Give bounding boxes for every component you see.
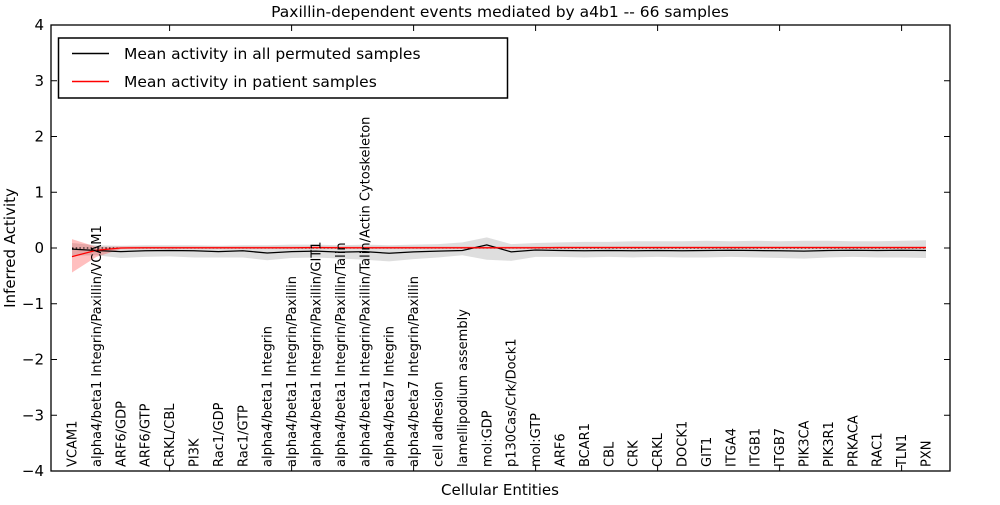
series-line <box>71 244 927 254</box>
y-tick-label: 0 <box>34 239 44 257</box>
x-tick-label: PIK3CA <box>798 420 813 467</box>
y-tick-label: 3 <box>34 72 44 90</box>
confidence-band <box>72 237 926 262</box>
x-tick-label: alpha4/beta1 Integrin/Paxillin/Talin/Act… <box>358 117 373 467</box>
y-axis-label: Inferred Activity <box>1 188 19 308</box>
x-tick-label: BCAR1 <box>578 423 593 467</box>
y-tick-label: −1 <box>22 295 44 313</box>
x-tick-label: VCAM1 <box>66 421 81 467</box>
x-tick-label: Rac1/GTP <box>236 405 251 467</box>
x-tick-label: Rac1/GDP <box>212 402 227 467</box>
x-tick-label: alpha4/beta1 Integrin/Paxillin/Talin <box>334 242 349 467</box>
x-tick-label: PIK3R1 <box>822 421 837 467</box>
y-tick-label: −2 <box>22 351 44 369</box>
x-tick-label: TLN1 <box>895 434 910 468</box>
x-tick-label: ARF6 <box>554 433 569 467</box>
y-tick-label: −4 <box>22 462 44 480</box>
x-tick-label: alpha4/beta7 Integrin/Paxillin <box>407 276 422 467</box>
x-axis-label: Cellular Entities <box>441 481 559 499</box>
x-tick-label: mol:GTP <box>529 413 544 467</box>
x-tick-label: ITGB1 <box>749 428 764 467</box>
x-tick-label: CRKL/CBL <box>163 403 178 467</box>
y-tick-label: 4 <box>34 16 44 34</box>
x-tick-label: CRK <box>627 440 642 467</box>
x-tick-label: PI3K <box>188 438 203 467</box>
mean-activity-lines <box>71 244 927 258</box>
x-tick-label: p130Cas/Crk/Dock1 <box>505 338 520 467</box>
x-tick-label: DOCK1 <box>676 421 691 467</box>
x-tick-label: alpha4/beta7 Integrin <box>383 326 398 467</box>
tick-labels: 4 3 2 1 0 −1 −2 −3 −4 VCAM1 alpha4/beta1 Integrin/… <box>22 16 935 480</box>
legend-label-patient-samples: Mean activity in patient samples <box>124 73 377 91</box>
legend-label-permuted-samples: Mean activity in all permuted samples <box>124 45 421 63</box>
confidence-bands <box>72 237 926 273</box>
series-line <box>71 246 926 258</box>
y-tick-label: −3 <box>22 406 44 424</box>
chart-title: Paxillin-dependent events mediated by a4… <box>271 3 729 21</box>
x-tick-label: RAC1 <box>871 432 886 467</box>
y-tick-label: 2 <box>34 128 44 146</box>
x-tick-label: mol:GDP <box>480 410 495 467</box>
x-tick-label: CBL <box>602 441 617 467</box>
axes-frame <box>50 24 951 472</box>
x-tick-label: alpha4/beta1 Integrin/Paxillin/GIT1 <box>310 241 325 467</box>
legend: Mean activity in all permuted samples Me… <box>57 37 509 99</box>
x-tick-label: ITGB7 <box>773 428 788 467</box>
x-tick-label: ITGA4 <box>724 428 739 467</box>
x-tick-label: alpha4/beta1 Integrin/Paxillin/VCAM1 <box>90 225 105 467</box>
x-tick-label: ARF6/GTP <box>139 403 154 467</box>
x-tick-label: GIT1 <box>700 437 715 467</box>
x-tick-label: cell adhesion <box>432 381 447 467</box>
x-tick-label: CRKL <box>651 432 666 467</box>
x-tick-label: PXN <box>920 441 935 467</box>
x-tick-label: alpha4/beta1 Integrin/Paxillin <box>285 276 300 467</box>
x-tick-label: PRKACA <box>846 415 861 467</box>
legend-box <box>57 37 509 99</box>
x-tick-label: ARF6/GDP <box>114 401 129 467</box>
y-tick-label: 1 <box>34 183 44 201</box>
x-tick-label: lamellipodium assembly <box>456 309 471 467</box>
x-tick-label: alpha4/beta1 Integrin <box>261 326 276 467</box>
